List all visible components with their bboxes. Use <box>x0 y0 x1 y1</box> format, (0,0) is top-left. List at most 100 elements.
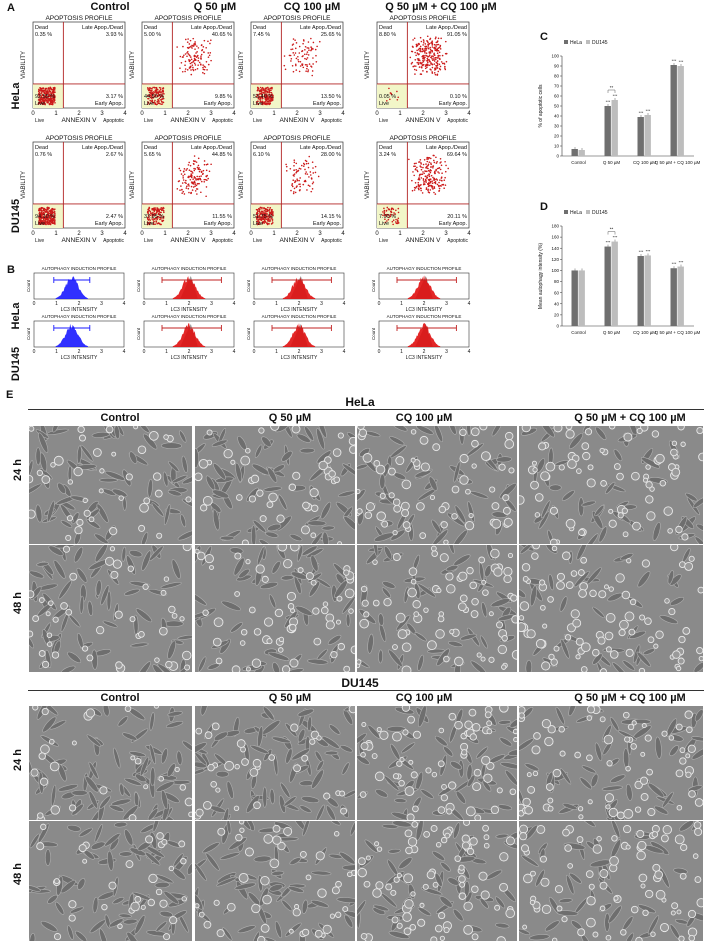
q-early-value: 14.15 % <box>321 214 341 220</box>
flow-event-dot <box>151 213 154 215</box>
q-early-value: 0.10 % <box>450 94 467 100</box>
rounded-cell <box>328 470 336 478</box>
rounded-cell <box>245 447 251 454</box>
rounded-cell <box>578 589 587 598</box>
adherent-cell <box>171 474 188 484</box>
rounded-cell <box>297 567 304 574</box>
flow-event-dot <box>269 207 272 209</box>
adherent-cell <box>213 463 226 480</box>
rounded-cell <box>32 706 39 711</box>
rounded-cell <box>576 836 584 843</box>
adherent-cell <box>495 833 509 839</box>
hist-x-tick: 2 <box>188 349 191 355</box>
adherent-cell <box>445 564 459 572</box>
x-live-label: Live <box>379 238 388 244</box>
flow-event-dot <box>260 212 263 215</box>
adherent-cell <box>177 530 192 541</box>
flow-event-dot <box>310 190 313 193</box>
rounded-cell <box>540 471 550 481</box>
flow-title: APOPTOSIS PROFILE <box>263 135 331 142</box>
flow-event-dot <box>261 214 264 216</box>
flow-event-dot <box>434 73 437 76</box>
flow-event-dot <box>438 51 441 54</box>
adherent-cell <box>479 897 489 909</box>
flow-event-dot <box>209 42 211 45</box>
q-live-label: Live <box>253 221 263 227</box>
rounded-cell <box>587 464 594 471</box>
flow-event-dot <box>411 45 414 48</box>
adherent-cell <box>320 501 332 520</box>
adherent-cell <box>155 920 168 932</box>
rounded-cell <box>617 512 624 519</box>
flow-event-dot <box>184 53 187 55</box>
rounded-cell <box>586 896 596 906</box>
rounded-cell <box>510 594 517 602</box>
rounded-cell <box>556 572 565 581</box>
flow-event-dot <box>395 221 397 223</box>
flow-event-dot <box>154 223 157 225</box>
flow-event-dot <box>193 181 196 184</box>
flow-event-dot <box>194 183 196 186</box>
col-header-cq100: CQ 100 µM <box>283 1 341 13</box>
adherent-cell <box>177 634 192 640</box>
flow-event-dot <box>435 61 438 64</box>
adherent-cell <box>99 795 111 809</box>
flow-event-dot <box>439 65 442 68</box>
flow-event-dot <box>268 215 271 217</box>
rounded-cell <box>459 594 468 603</box>
flow-event-dot <box>298 167 301 170</box>
flow-event-dot <box>156 222 159 225</box>
flow-event-dot <box>261 222 264 225</box>
flow-event-dot <box>303 163 306 166</box>
rounded-cell <box>545 783 554 791</box>
flow-event-dot <box>162 215 165 218</box>
hist-x-tick: 1 <box>165 301 168 307</box>
flow-event-dot <box>205 163 208 166</box>
flow-event-dot <box>257 100 259 103</box>
flow-event-dot <box>440 164 443 167</box>
flow-event-dot <box>428 175 431 178</box>
adherent-cell <box>171 559 181 580</box>
adherent-cell <box>302 821 311 837</box>
x-live-label: Live <box>35 238 44 244</box>
flow-event-dot <box>210 163 212 166</box>
adherent-cell <box>68 614 81 628</box>
flow-event-dot <box>438 166 441 169</box>
adherent-cell <box>226 780 234 799</box>
rounded-cell <box>238 821 245 825</box>
flow-event-dot <box>307 47 310 49</box>
rounded-cell <box>202 609 209 616</box>
q-late-value: 44.85 % <box>212 152 232 158</box>
flow-event-dot <box>428 54 431 56</box>
rounded-cell <box>274 608 284 618</box>
flow-event-dot <box>49 95 52 98</box>
flow-event-dot <box>387 208 390 210</box>
q-live-value: 53.40 % <box>253 94 273 100</box>
rounded-cell <box>647 807 656 817</box>
rounded-cell <box>161 838 168 846</box>
adherent-cell <box>230 622 243 633</box>
flow-event-dot <box>271 98 274 100</box>
chart-d-bar-hela-3 <box>670 268 677 326</box>
adherent-cell <box>307 716 312 732</box>
rounded-cell <box>324 456 332 464</box>
flow-event-dot <box>417 63 420 66</box>
flow-event-dot <box>436 183 439 186</box>
adherent-cell <box>151 502 165 517</box>
rounded-cell <box>195 472 203 482</box>
flow-event-dot <box>205 169 208 172</box>
rounded-cell <box>348 608 354 614</box>
flow-event-dot <box>190 175 193 178</box>
flow-event-dot <box>45 90 48 92</box>
flow-event-dot <box>179 55 182 58</box>
adherent-cell <box>324 750 339 756</box>
flow-event-dot <box>433 57 435 59</box>
flow-event-dot <box>397 220 399 223</box>
flow-event-dot <box>196 51 198 53</box>
flow-event-dot <box>291 183 294 185</box>
rounded-cell <box>402 521 411 529</box>
rounded-cell <box>447 781 457 790</box>
adherent-cell <box>57 482 67 494</box>
chart-c-x-tick-label: Q 50 µM + CQ 100 µM <box>655 160 701 165</box>
